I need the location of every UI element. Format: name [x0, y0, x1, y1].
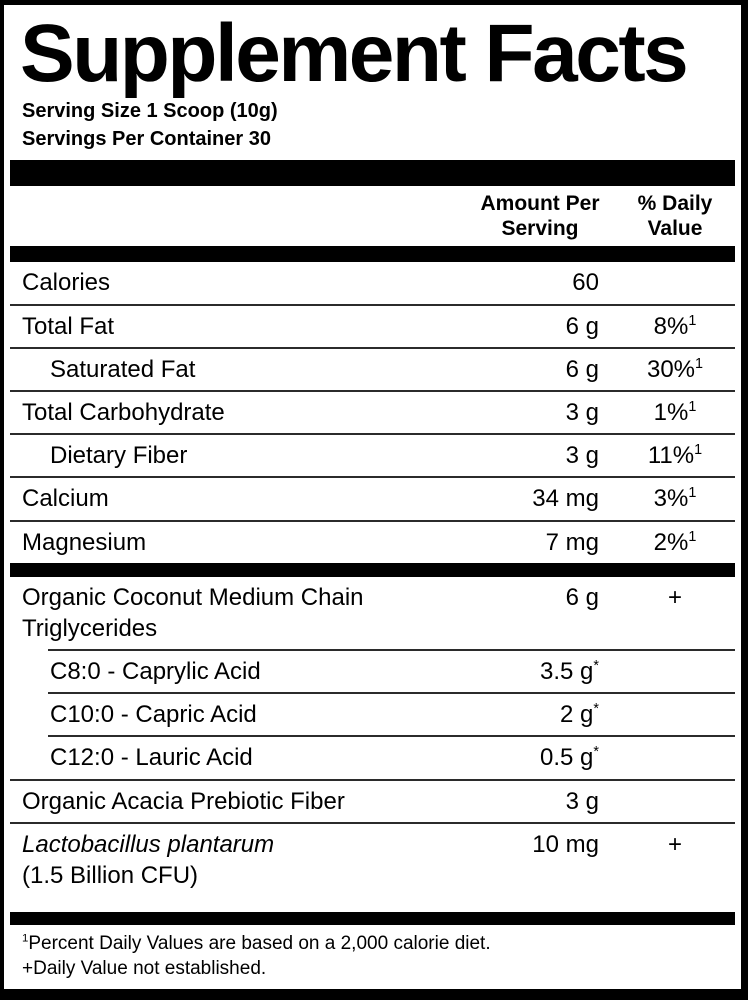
nutrient-row: C10:0 - Capric Acid 2 g*: [10, 694, 735, 735]
section-separator-bar-header: [10, 246, 735, 263]
row-divider: [10, 476, 735, 479]
amount-per-serving-value: 2 g*: [560, 701, 599, 729]
nutrient-name: C10:0 - Capric Acid: [50, 701, 257, 729]
row-divider: [10, 303, 735, 306]
section-separator-bar: [10, 562, 735, 577]
column-header-daily-value: % Daily Value: [637, 192, 713, 241]
nutrient-name: Total Carbohydrate: [22, 398, 225, 426]
row-divider: [48, 649, 735, 652]
row-divider: [10, 433, 735, 436]
row-divider: [10, 821, 735, 824]
servings-per-container: Servings Per Container 30: [22, 128, 271, 150]
row-divider: [10, 519, 735, 522]
column-header-amount-per-serving: Amount Per Serving: [480, 192, 600, 241]
nutrient-row: Organic Acacia Prebiotic Fiber 3 g: [10, 781, 735, 822]
daily-value: 1%1: [653, 398, 697, 426]
nutrient-name-line2: (1.5 Billion CFU): [22, 862, 199, 889]
nutrient-name: Saturated Fat: [50, 355, 196, 383]
nutrient-row: Saturated Fat 6 g 30%1: [10, 349, 735, 390]
nutrient-name: Organic Acacia Prebiotic Fiber: [22, 787, 345, 815]
amount-per-serving-value: 10 mg: [532, 830, 599, 858]
row-divider: [10, 778, 735, 781]
daily-value-superscript: 1: [688, 485, 697, 502]
nutrient-row: Total Fat 6 g 8%1: [10, 306, 735, 347]
nutrient-row: Calories 60: [10, 262, 735, 303]
daily-value-superscript: 1: [688, 528, 697, 545]
amount-superscript: *: [593, 658, 599, 675]
section-separator-bar-footer: [10, 911, 735, 925]
nutrient-row: C8:0 - Caprylic Acid 3.5 g*: [10, 651, 735, 692]
daily-value-superscript: 1: [694, 442, 703, 459]
amount-superscript: *: [593, 701, 599, 718]
daily-value: +: [667, 583, 682, 611]
amount-per-serving-value: 7 mg: [545, 528, 599, 556]
footer-section: 1Percent Daily Values are based on a 2,0…: [10, 911, 735, 989]
row-divider: [10, 346, 735, 349]
nutrient-row: Dietary Fiber 3 g 11%1: [10, 435, 735, 476]
footnote-daily-values: 1Percent Daily Values are based on a 2,0…: [22, 932, 491, 954]
column-header-row: Amount Per Serving % Daily Value: [10, 186, 735, 246]
amount-per-serving-value: 6 g: [565, 355, 599, 383]
panel-title: Supplement Facts: [20, 8, 689, 99]
daily-value: 2%1: [653, 528, 697, 556]
nutrient-name: C12:0 - Lauric Acid: [50, 744, 253, 772]
amount-per-serving-value: 34 mg: [532, 485, 599, 513]
nutrient-name: C8:0 - Caprylic Acid: [50, 658, 261, 686]
row-divider: [48, 735, 735, 738]
nutrient-name: Calcium: [22, 485, 109, 513]
section-separator-bar-top: [10, 160, 735, 186]
amount-per-serving-value: 0.5 g*: [540, 744, 599, 772]
footnote-superscript: 1: [22, 932, 29, 945]
daily-value: +: [667, 830, 682, 858]
amount-per-serving-value: 6 g: [565, 312, 599, 340]
amount-per-serving-value: 3 g: [565, 442, 599, 470]
amount-per-serving-value: 6 g: [565, 583, 599, 611]
daily-value: 30%1: [646, 355, 704, 383]
daily-value: 3%1: [653, 485, 697, 513]
daily-value: 11%1: [647, 442, 703, 470]
daily-value-superscript: 1: [688, 312, 697, 329]
amount-per-serving-value: 3 g: [565, 398, 599, 426]
daily-value: 8%1: [653, 312, 697, 340]
row-divider: [48, 692, 735, 695]
nutrient-name: Lactobacillus plantarum: [22, 830, 275, 858]
nutrient-name: Dietary Fiber: [50, 442, 188, 470]
nutrient-row: Lactobacillus plantarum (1.5 Billion CFU…: [10, 824, 735, 896]
nutrient-row: Calcium 34 mg 3%1: [10, 478, 735, 519]
nutrient-row: Magnesium 7 mg 2%1: [10, 522, 735, 563]
serving-size: Serving Size 1 Scoop (10g): [22, 100, 278, 122]
amount-per-serving-value: 60: [572, 269, 599, 297]
nutrient-name: Magnesium: [22, 528, 147, 556]
footnotes: 1Percent Daily Values are based on a 2,0…: [10, 925, 735, 989]
daily-value-superscript: 1: [688, 398, 697, 415]
nutrient-row: Organic Coconut Medium Chain Triglycerid…: [10, 577, 735, 649]
nutrient-table: Calories 60 Total Fat 6 g 8%1 Saturated …: [10, 262, 735, 896]
daily-value-superscript: 1: [695, 355, 704, 372]
nutrient-name: Calories: [22, 269, 111, 297]
amount-per-serving-value: 3 g: [565, 787, 599, 815]
nutrient-name: Total Fat: [22, 312, 115, 340]
row-divider: [10, 389, 735, 392]
nutrient-row: Total Carbohydrate 3 g 1%1: [10, 392, 735, 433]
amount-per-serving-value: 3.5 g*: [540, 658, 599, 686]
footnote-dv-not-established: +Daily Value not established.: [22, 957, 267, 979]
amount-superscript: *: [593, 744, 599, 761]
nutrient-row: C12:0 - Lauric Acid 0.5 g*: [10, 737, 735, 778]
nutrient-name: Organic Coconut Medium Chain Triglycerid…: [22, 583, 364, 642]
